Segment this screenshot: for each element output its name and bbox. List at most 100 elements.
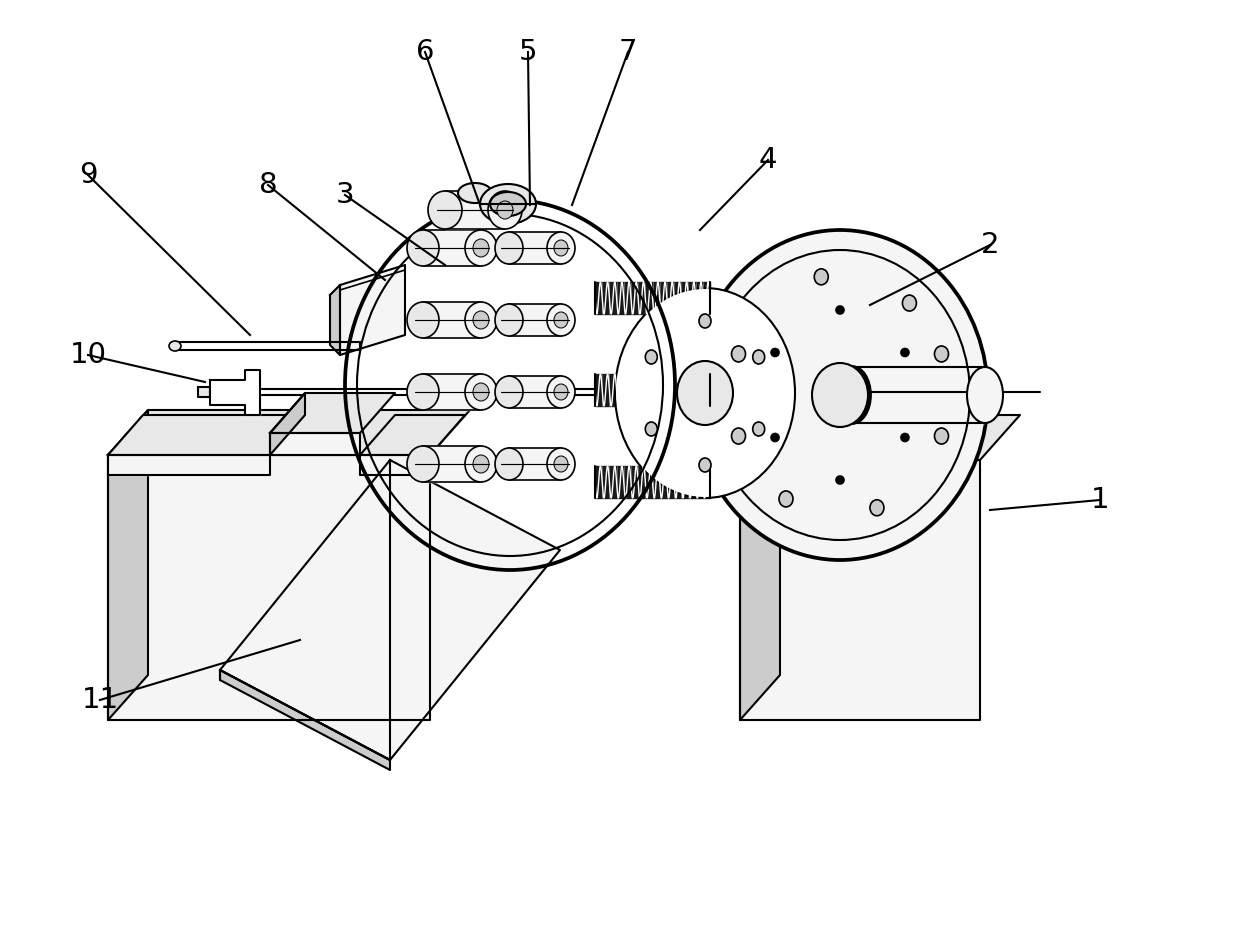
Ellipse shape	[495, 304, 523, 336]
Ellipse shape	[407, 374, 439, 410]
Ellipse shape	[495, 376, 523, 408]
Polygon shape	[198, 387, 210, 397]
Polygon shape	[108, 410, 148, 720]
Ellipse shape	[554, 240, 568, 256]
Ellipse shape	[489, 191, 522, 229]
Polygon shape	[595, 282, 711, 314]
Ellipse shape	[554, 312, 568, 328]
Ellipse shape	[732, 428, 745, 444]
Ellipse shape	[935, 346, 949, 362]
Ellipse shape	[407, 230, 439, 266]
Ellipse shape	[901, 434, 909, 441]
Ellipse shape	[169, 341, 181, 351]
Ellipse shape	[554, 384, 568, 400]
Ellipse shape	[428, 191, 463, 229]
Polygon shape	[360, 415, 465, 455]
Text: 6: 6	[415, 38, 434, 66]
Polygon shape	[508, 376, 560, 408]
Polygon shape	[423, 374, 481, 410]
Text: 7: 7	[619, 38, 637, 66]
Ellipse shape	[472, 383, 489, 401]
Ellipse shape	[645, 422, 657, 436]
Ellipse shape	[901, 348, 909, 356]
Ellipse shape	[771, 434, 779, 441]
Ellipse shape	[465, 230, 497, 266]
Polygon shape	[595, 374, 711, 406]
Ellipse shape	[547, 232, 575, 264]
Polygon shape	[270, 433, 360, 455]
Ellipse shape	[490, 192, 526, 216]
Ellipse shape	[472, 455, 489, 473]
Polygon shape	[108, 415, 305, 455]
Polygon shape	[270, 393, 396, 433]
Text: 8: 8	[259, 171, 278, 199]
Polygon shape	[508, 304, 560, 336]
Ellipse shape	[472, 311, 489, 329]
Polygon shape	[508, 232, 560, 264]
Ellipse shape	[812, 363, 868, 427]
Ellipse shape	[732, 346, 745, 362]
Ellipse shape	[480, 184, 536, 224]
Polygon shape	[108, 455, 430, 720]
Ellipse shape	[407, 446, 439, 482]
Polygon shape	[340, 265, 405, 355]
Text: 1: 1	[1091, 486, 1110, 514]
Ellipse shape	[815, 269, 828, 285]
Polygon shape	[423, 446, 481, 482]
Polygon shape	[508, 448, 560, 480]
Ellipse shape	[547, 304, 575, 336]
Ellipse shape	[835, 367, 870, 423]
Ellipse shape	[465, 374, 497, 410]
Text: 10: 10	[69, 341, 107, 369]
Ellipse shape	[836, 306, 844, 314]
Ellipse shape	[407, 302, 439, 338]
Ellipse shape	[497, 201, 513, 219]
Ellipse shape	[771, 348, 779, 356]
Ellipse shape	[753, 350, 765, 364]
Polygon shape	[740, 415, 780, 720]
Ellipse shape	[472, 239, 489, 257]
Ellipse shape	[677, 361, 733, 425]
Polygon shape	[740, 415, 1021, 460]
Polygon shape	[270, 393, 305, 455]
Ellipse shape	[753, 422, 765, 436]
Polygon shape	[595, 466, 711, 498]
Ellipse shape	[465, 446, 497, 482]
Ellipse shape	[870, 500, 884, 516]
Ellipse shape	[836, 476, 844, 484]
Polygon shape	[108, 410, 470, 455]
Ellipse shape	[547, 376, 575, 408]
Ellipse shape	[458, 183, 492, 203]
Ellipse shape	[903, 295, 916, 311]
Text: 2: 2	[981, 231, 999, 259]
Ellipse shape	[554, 456, 568, 472]
Ellipse shape	[495, 232, 523, 264]
Text: 5: 5	[518, 38, 537, 66]
Ellipse shape	[645, 350, 657, 364]
Polygon shape	[423, 302, 481, 338]
Polygon shape	[108, 455, 270, 475]
Ellipse shape	[495, 448, 523, 480]
Ellipse shape	[547, 448, 575, 480]
Polygon shape	[330, 285, 340, 355]
Polygon shape	[219, 670, 391, 770]
Ellipse shape	[615, 288, 795, 498]
Text: 4: 4	[759, 146, 777, 174]
Ellipse shape	[935, 428, 949, 444]
Ellipse shape	[699, 314, 711, 328]
Polygon shape	[852, 367, 985, 423]
Text: 11: 11	[82, 686, 119, 714]
Ellipse shape	[779, 491, 794, 507]
Text: 9: 9	[79, 161, 97, 189]
Polygon shape	[740, 460, 980, 720]
Ellipse shape	[967, 367, 1003, 423]
Polygon shape	[210, 370, 260, 415]
Ellipse shape	[692, 230, 988, 560]
Ellipse shape	[699, 458, 711, 472]
Polygon shape	[445, 191, 505, 229]
Text: 3: 3	[336, 181, 355, 209]
Polygon shape	[219, 460, 560, 760]
Polygon shape	[360, 455, 430, 475]
Polygon shape	[423, 230, 481, 266]
Ellipse shape	[465, 302, 497, 338]
